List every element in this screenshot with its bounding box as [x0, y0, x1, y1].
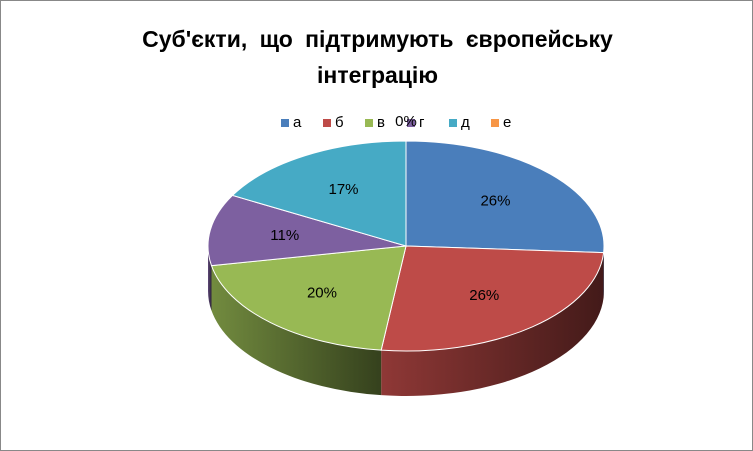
legend-label: д: [461, 114, 470, 131]
data-label: 20%: [307, 284, 337, 301]
legend-swatch: [365, 119, 373, 127]
legend-label: а: [293, 114, 302, 131]
legend-label: в: [377, 114, 385, 131]
slice: [405, 140, 605, 254]
data-label: 26%: [480, 192, 510, 209]
legend-swatch: [323, 119, 331, 127]
slice: [231, 140, 407, 247]
data-label: 11%: [270, 227, 299, 244]
data-label: 0%: [395, 113, 417, 130]
legend-swatch: [407, 119, 415, 127]
slice: [210, 245, 407, 351]
legend-swatch: [491, 119, 499, 127]
legend-swatch: [281, 119, 289, 127]
slice-side: [208, 246, 212, 311]
data-label: 26%: [469, 287, 499, 304]
legend-label: г: [419, 114, 425, 131]
slice: [207, 194, 407, 267]
slice-side: [381, 252, 604, 397]
legend-label: б: [335, 114, 344, 131]
legend-swatch: [449, 119, 457, 127]
slice: [380, 245, 605, 352]
legend-label: е: [503, 114, 511, 131]
slice-side: [211, 265, 382, 396]
data-label: 17%: [328, 181, 358, 198]
chart-title: Суб'єкти, що підтримують європейську інт…: [142, 26, 613, 88]
